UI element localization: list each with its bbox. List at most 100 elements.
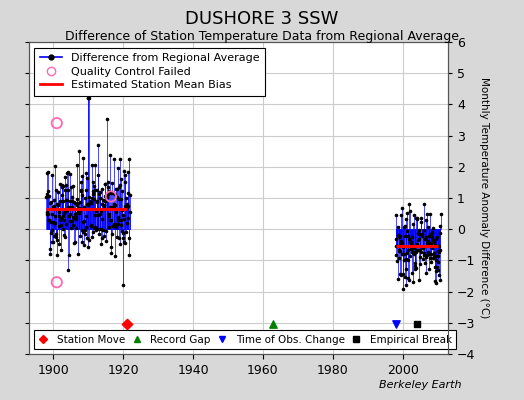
Point bbox=[394, 224, 402, 230]
Point bbox=[430, 239, 439, 246]
Point bbox=[408, 249, 416, 255]
Point bbox=[420, 250, 428, 256]
Point bbox=[412, 321, 421, 328]
Point bbox=[104, 179, 112, 186]
Point bbox=[75, 210, 84, 217]
Point bbox=[422, 240, 431, 247]
Point bbox=[42, 194, 50, 200]
Point bbox=[95, 231, 103, 237]
Point bbox=[48, 211, 57, 218]
Point bbox=[392, 242, 400, 249]
Point bbox=[75, 148, 83, 154]
Point bbox=[88, 162, 96, 168]
Point bbox=[94, 172, 102, 178]
Point bbox=[58, 182, 66, 188]
Point bbox=[112, 186, 120, 192]
Point bbox=[425, 240, 433, 246]
Point bbox=[398, 205, 407, 212]
Point bbox=[96, 211, 104, 217]
Point bbox=[398, 244, 407, 250]
Point bbox=[117, 195, 126, 202]
Point bbox=[82, 187, 91, 193]
Point bbox=[406, 238, 414, 244]
Point bbox=[96, 189, 104, 196]
Point bbox=[79, 203, 88, 210]
Point bbox=[68, 198, 76, 204]
Point bbox=[50, 212, 59, 219]
Point bbox=[107, 180, 116, 187]
Point bbox=[54, 202, 62, 208]
Point bbox=[55, 222, 63, 229]
Point bbox=[415, 226, 423, 233]
Point bbox=[45, 216, 53, 223]
Point bbox=[417, 219, 425, 225]
Point bbox=[69, 213, 78, 220]
Point bbox=[70, 200, 79, 206]
Point bbox=[54, 213, 63, 219]
Point bbox=[410, 260, 419, 266]
Point bbox=[97, 216, 106, 222]
Point bbox=[103, 116, 111, 122]
Point bbox=[67, 218, 75, 224]
Point bbox=[78, 192, 86, 198]
Point bbox=[71, 206, 79, 212]
Point bbox=[121, 203, 129, 209]
Point bbox=[84, 201, 92, 208]
Point bbox=[66, 171, 74, 178]
Point bbox=[74, 208, 82, 214]
Point bbox=[101, 181, 110, 188]
Point bbox=[93, 206, 102, 212]
Point bbox=[427, 241, 435, 247]
Point bbox=[60, 234, 69, 240]
Point bbox=[113, 234, 122, 240]
Point bbox=[47, 198, 56, 205]
Point bbox=[121, 172, 129, 178]
Text: Berkeley Earth: Berkeley Earth bbox=[379, 380, 461, 390]
Point bbox=[103, 194, 111, 200]
Point bbox=[426, 255, 434, 262]
Point bbox=[71, 211, 79, 218]
Point bbox=[58, 184, 67, 190]
Point bbox=[78, 173, 86, 179]
Point bbox=[399, 286, 408, 292]
Point bbox=[91, 186, 99, 193]
Point bbox=[116, 241, 124, 248]
Point bbox=[108, 204, 116, 211]
Point bbox=[422, 254, 430, 260]
Point bbox=[78, 227, 86, 233]
Point bbox=[71, 216, 80, 222]
Point bbox=[59, 213, 67, 219]
Point bbox=[81, 230, 89, 237]
Point bbox=[104, 183, 112, 190]
Point bbox=[113, 214, 122, 220]
Point bbox=[100, 202, 108, 208]
Point bbox=[63, 206, 71, 213]
Point bbox=[105, 217, 114, 224]
Point bbox=[115, 235, 123, 242]
Point bbox=[65, 252, 73, 259]
Point bbox=[96, 195, 105, 201]
Point bbox=[110, 156, 118, 162]
Point bbox=[122, 195, 130, 201]
Point bbox=[63, 267, 72, 274]
Point bbox=[124, 169, 133, 175]
Point bbox=[80, 242, 89, 248]
Point bbox=[80, 204, 89, 210]
Point bbox=[416, 260, 424, 267]
Point bbox=[90, 196, 99, 202]
Point bbox=[73, 200, 82, 206]
Point bbox=[401, 233, 409, 240]
Point bbox=[61, 187, 69, 193]
Legend: Station Move, Record Gap, Time of Obs. Change, Empirical Break: Station Move, Record Gap, Time of Obs. C… bbox=[34, 330, 456, 349]
Point bbox=[402, 216, 411, 222]
Point bbox=[91, 161, 99, 168]
Point bbox=[112, 208, 121, 215]
Point bbox=[434, 258, 443, 265]
Point bbox=[419, 244, 427, 251]
Point bbox=[68, 204, 77, 210]
Point bbox=[422, 234, 430, 240]
Point bbox=[81, 227, 90, 234]
Point bbox=[83, 200, 91, 207]
Point bbox=[97, 241, 105, 248]
Point bbox=[401, 274, 409, 280]
